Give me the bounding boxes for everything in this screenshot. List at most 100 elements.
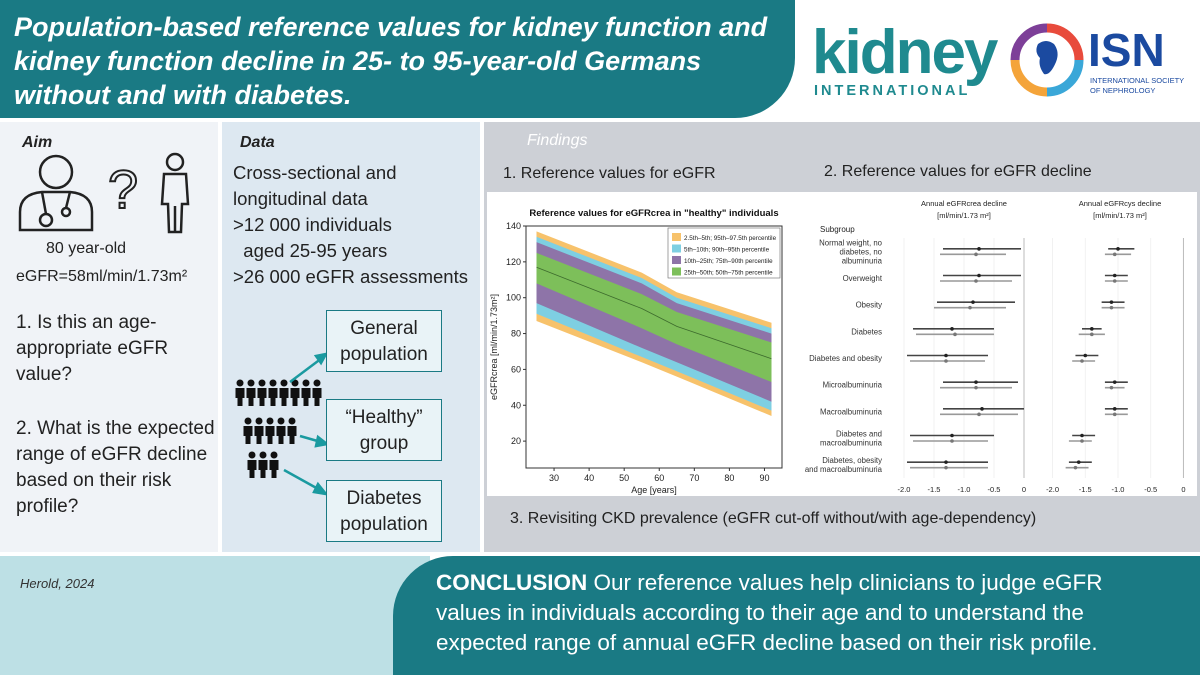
- people-row-medium: [243, 417, 297, 444]
- forest-point-secondary: [944, 465, 948, 470]
- footer-left-band: [0, 556, 430, 675]
- forest-point-secondary: [1112, 279, 1117, 283]
- x-tick-label: 50: [619, 473, 629, 483]
- conclusion-text: CONCLUSION Our reference values help cli…: [436, 568, 1196, 658]
- forest-point-secondary: [1073, 465, 1078, 470]
- people-row-large: [235, 379, 322, 406]
- findings-heading: Findings: [527, 132, 588, 149]
- forest-point-secondary: [1109, 305, 1114, 310]
- finding-2-label: 2. Reference values for eGFR decline: [824, 163, 1092, 180]
- people-row-small: [247, 451, 279, 478]
- data-line: longitudinal data: [233, 188, 368, 209]
- legend-label: 2.5th–5th; 95th–97.5th percentile: [684, 235, 777, 242]
- forest-subgroup-label: Macroalbuminuria: [820, 407, 883, 416]
- data-heading: Data: [240, 134, 275, 151]
- forest-point-secondary: [968, 305, 972, 310]
- forest-point-secondary: [944, 359, 948, 363]
- forest-subgroup-label: Diabetes and macroalbuminuria: [820, 430, 883, 448]
- data-line: >26 000 eGFR assessments: [233, 266, 468, 287]
- forest-subgroup-label: Normal weight, no diabetes, no albuminuria: [819, 238, 883, 265]
- healthy-group-box: “Healthy” group: [326, 399, 442, 461]
- forest-point: [1112, 407, 1117, 411]
- aim-question-1: 1. Is this an age-appropriate eGFR value…: [16, 312, 169, 385]
- forest-point-secondary: [974, 279, 978, 283]
- doctor-icon: [18, 154, 94, 232]
- egfr-reference-chart: Reference values for eGFRcrea in "health…: [489, 208, 783, 495]
- author-citation: Herold, 2024: [20, 576, 95, 591]
- forest-tick-label: 0: [1022, 485, 1026, 494]
- title-line-3: without and with diabetes.: [14, 80, 352, 110]
- forest-subgroup-label: Obesity: [856, 301, 883, 310]
- data-description: Cross-sectional and longitudinal data >1…: [233, 160, 478, 290]
- legend-label: 5th–10th; 90th–95th percentile: [684, 247, 770, 254]
- forest-left-title: Annual eGFRcrea decline: [921, 199, 1007, 208]
- conclusion-line-3: expected range of annual eGFR decline ba…: [436, 630, 1098, 655]
- forest-subgroup-label: Diabetes, obesity and macroalbuminuria: [805, 456, 883, 474]
- data-line: Cross-sectional and: [233, 162, 397, 183]
- x-tick-label: 40: [584, 473, 594, 483]
- forest-right-title: Annual eGFRcys decline: [1079, 199, 1162, 208]
- legend-swatch: [672, 233, 681, 241]
- forest-point: [1109, 300, 1114, 304]
- forest-point-secondary: [974, 385, 978, 390]
- forest-point-secondary: [1112, 412, 1117, 417]
- conclusion-label: CONCLUSION: [436, 570, 588, 595]
- isn-logo: ISN INTERNATIONAL SOCIETY OF NEPHROLOGY: [1010, 22, 1195, 112]
- finding-3-label: 3. Revisiting CKD prevalence (eGFR cut-o…: [510, 510, 1037, 527]
- forest-tick-label: 0: [1181, 485, 1185, 494]
- forest-point: [1076, 460, 1081, 464]
- legend-swatch: [672, 244, 681, 253]
- forest-point: [1116, 247, 1120, 251]
- isn-sub-line-2: OF NEPHROLOGY: [1090, 86, 1156, 95]
- group-arrows: [283, 352, 328, 496]
- median-line: [536, 266, 772, 360]
- forest-point-secondary: [953, 332, 957, 337]
- x-axis-label: Age [years]: [631, 485, 677, 495]
- legend-label: 10th–25th; 75th–90th percentile: [684, 258, 773, 265]
- y-tick-label: 120: [506, 257, 521, 267]
- legend-label: 25th–50th; 50th–75th percentile: [684, 270, 773, 277]
- y-axis-label: eGFRcrea [ml/min/1.73m²]: [489, 294, 499, 400]
- aim-heading: Aim: [22, 134, 53, 151]
- forest-point: [971, 300, 975, 304]
- forest-tick-label: -0.5: [988, 485, 1001, 494]
- kidney-logo-word: kidney: [812, 18, 998, 87]
- forest-point: [980, 407, 984, 411]
- title-banner: [0, 0, 795, 118]
- conclusion-line-1: Our reference values help clinicians to …: [587, 570, 1103, 595]
- legend-swatch: [672, 267, 681, 276]
- forest-point-secondary: [1080, 359, 1084, 363]
- forest-subgroup-label: Microalbuminuria: [823, 381, 883, 390]
- forest-point-secondary: [1080, 439, 1084, 443]
- x-tick-label: 80: [724, 473, 734, 483]
- forest-point-secondary: [1090, 332, 1094, 337]
- forest-tick-label: -2.0: [1046, 485, 1059, 494]
- kidney-international-logo: kidney INTERNATIONAL: [812, 20, 998, 102]
- forest-point: [977, 247, 981, 251]
- forest-point: [944, 353, 948, 358]
- egfr-decline-forest-plot: Annual eGFRcrea decline [ml/min/1.73 m²] A…: [805, 199, 1186, 494]
- general-population-box: General population: [326, 310, 442, 372]
- isn-logo-word: ISN: [1088, 24, 1165, 76]
- aim-age: 80 year-old: [46, 240, 127, 257]
- forest-tick-label: -2.0: [898, 485, 911, 494]
- forest-point-secondary: [1112, 252, 1117, 257]
- forest-tick-label: -1.0: [958, 485, 971, 494]
- x-tick-label: 60: [654, 473, 664, 483]
- forest-point-secondary: [950, 439, 954, 443]
- forest-tick-label: -0.5: [1144, 485, 1157, 494]
- isn-logo-sub: INTERNATIONAL SOCIETY OF NEPHROLOGY: [1090, 76, 1200, 96]
- person-icon: [160, 152, 190, 234]
- forest-point: [1080, 433, 1084, 438]
- title-line-2: kidney function decline in 25- to 95-yea…: [14, 46, 702, 76]
- question-mark-icon: ?: [108, 160, 138, 220]
- legend-swatch: [672, 256, 681, 264]
- aim-illustration: ?: [18, 152, 190, 234]
- forest-tick-label: -1.5: [1079, 485, 1092, 494]
- forest-point: [950, 327, 954, 331]
- finding-1-label: 1. Reference values for eGFR: [503, 165, 716, 182]
- forest-point: [950, 433, 954, 438]
- forest-point: [944, 460, 948, 464]
- forest-subgroup-label: Overweight: [843, 274, 883, 283]
- conclusion-line-2: values in individuals according to their…: [436, 600, 1084, 625]
